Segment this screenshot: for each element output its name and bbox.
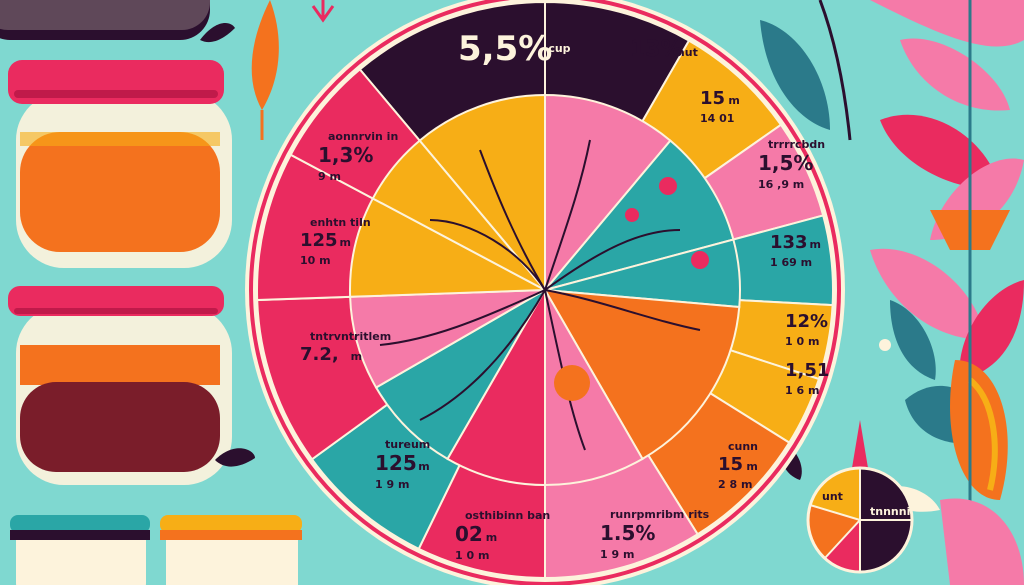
slice-value: 15 bbox=[718, 454, 743, 475]
slice-value: 15 bbox=[700, 88, 725, 109]
slice-value: 1,3% bbox=[318, 143, 373, 167]
slice-unit: cup bbox=[548, 42, 570, 55]
slice-subvalue: 1 69 m bbox=[770, 256, 812, 269]
slice-unit: m bbox=[809, 238, 820, 251]
flower-sprig-icon bbox=[311, 0, 335, 23]
slice-unit: nut bbox=[677, 46, 698, 59]
slice-value: 1.5% bbox=[600, 521, 655, 545]
slice-value: 7.2, bbox=[300, 344, 339, 365]
slice-value: 1,5% bbox=[758, 151, 813, 175]
spice-jar-bottom-right bbox=[160, 515, 302, 585]
pie-slice-inner bbox=[543, 288, 741, 461]
slice-value: 125 bbox=[375, 451, 417, 475]
pie-slice-inner bbox=[544, 286, 644, 487]
orange-fruit-icon bbox=[554, 365, 590, 401]
pie-slice-inner bbox=[418, 93, 546, 293]
mini-pie-chart: unt tnnnni bbox=[806, 466, 914, 574]
slice-value: 5,5% bbox=[458, 29, 552, 69]
slice-value: 125 bbox=[300, 230, 338, 251]
slice-caption: trrrrcbdn bbox=[768, 138, 825, 151]
slice-caption: cunn bbox=[728, 440, 758, 453]
slice-subvalue: 10 m bbox=[300, 254, 331, 267]
berry-icon bbox=[659, 177, 677, 195]
slice-subvalue: 16 ,9 m bbox=[758, 178, 804, 191]
slice-caption: runrpmribm rits bbox=[610, 508, 710, 521]
pie-slice-inner bbox=[446, 286, 546, 487]
slice-unit: m bbox=[418, 460, 429, 473]
slice-unit: m bbox=[746, 460, 757, 473]
slice-caption: enhtn tiln bbox=[310, 216, 371, 229]
slice-value: 12% bbox=[785, 311, 828, 332]
slice-value: 1,51 bbox=[785, 360, 829, 381]
slice-subvalue: 9 m bbox=[318, 170, 341, 183]
slice-unit: m bbox=[351, 350, 362, 363]
slice-subvalue: 1 0 m bbox=[455, 549, 489, 562]
pie-slice-inner bbox=[349, 289, 546, 389]
spice-jar-middle bbox=[8, 286, 232, 485]
wheat-icon bbox=[251, 0, 279, 140]
slice-value: 02 bbox=[455, 522, 483, 546]
pie-rim bbox=[249, 0, 841, 585]
slice-subvalue: 2 8 m bbox=[718, 478, 752, 491]
slice-unit: m bbox=[339, 236, 350, 249]
slice-subvalue: 14 01 bbox=[700, 112, 734, 125]
pie-slice-inner bbox=[374, 287, 548, 461]
slice-caption: tntrvntritlem bbox=[310, 330, 391, 343]
slice-value: 133 bbox=[770, 232, 808, 253]
slice-subvalue: 1 6 m bbox=[785, 384, 819, 397]
slice-caption: tureum bbox=[385, 438, 430, 451]
slice-subvalue: 1 9 m bbox=[600, 548, 634, 561]
slice-value: 13% bbox=[630, 37, 683, 62]
spice-jar-top bbox=[8, 60, 232, 268]
pie-slice-inner bbox=[544, 93, 672, 293]
slice-caption: aonnrvin in bbox=[328, 130, 398, 143]
right-foliage bbox=[760, 0, 1024, 585]
slice-unit: m bbox=[728, 94, 739, 107]
slice-subvalue: 1 9 m bbox=[375, 478, 409, 491]
slice-caption: osthibinn ban bbox=[465, 509, 550, 522]
spice-jar-bottom-left bbox=[10, 515, 150, 585]
top-left-jar bbox=[0, 0, 210, 40]
pie-slice-inner bbox=[349, 197, 549, 298]
mini-pie-label: unt bbox=[822, 490, 843, 503]
slice-subvalue: 1 0 m bbox=[785, 335, 819, 348]
mini-pie-label: tnnnni bbox=[870, 505, 910, 518]
slice-unit: m bbox=[486, 531, 497, 544]
pie-slice-inner bbox=[371, 139, 546, 291]
pie-slice-inner bbox=[542, 139, 735, 292]
center-foliage bbox=[379, 139, 709, 451]
